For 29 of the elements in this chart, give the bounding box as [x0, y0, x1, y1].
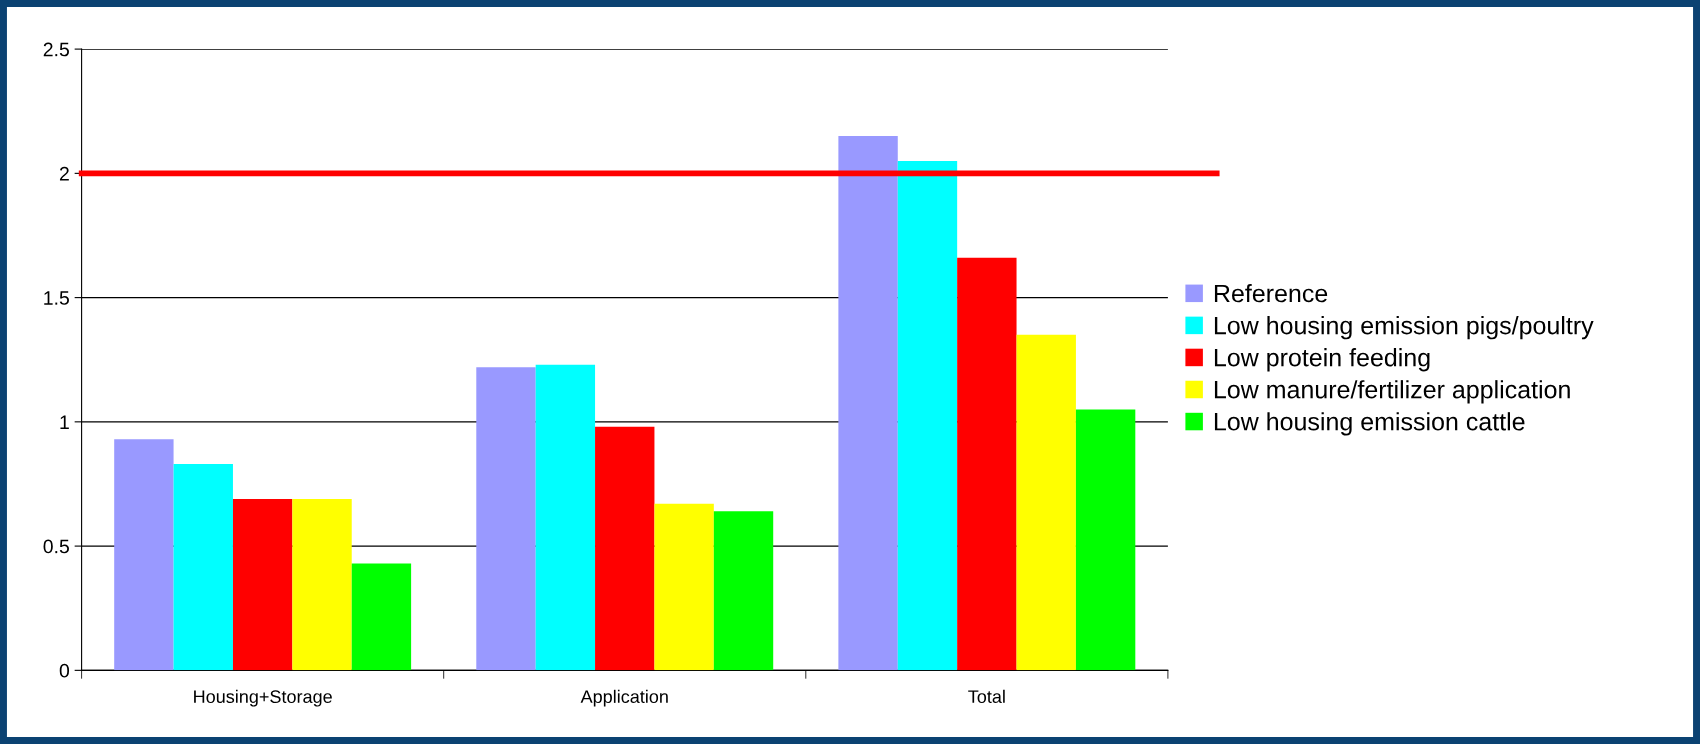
y-tick-label: 1.5 [44, 291, 69, 305]
bar [838, 136, 898, 671]
bar [114, 439, 174, 671]
x-tick-label: Housing+Storage [194, 689, 332, 707]
legend-label: Low housing emission pigs/poultry [1214, 316, 1594, 340]
y-tick-label: 2.5 [43, 42, 69, 57]
x-tick-label: Application [580, 689, 668, 707]
legend-label: Low housing emission cattle [1214, 412, 1525, 436]
bar [232, 498, 293, 671]
x-tick-label: Total [968, 689, 1005, 704]
bar [351, 563, 412, 671]
y-tick-label: 0.5 [43, 539, 69, 554]
bar [1016, 334, 1076, 671]
y-tick-label: 0 [59, 663, 70, 678]
legend-label: Low manure/fertilizer application [1214, 380, 1570, 404]
legend-label: Reference [1214, 283, 1328, 303]
y-tick-label: 2 [59, 166, 69, 181]
bar [713, 511, 774, 671]
bar [476, 367, 536, 671]
bar [595, 426, 655, 671]
bar [654, 503, 714, 671]
bar [957, 257, 1017, 671]
bar [897, 160, 958, 671]
bar [535, 364, 596, 671]
bar [292, 498, 352, 671]
legend-label: Low protein feeding [1214, 348, 1430, 372]
bar [1075, 409, 1136, 671]
y-tick-label: 1 [60, 415, 69, 429]
bar [173, 464, 233, 671]
